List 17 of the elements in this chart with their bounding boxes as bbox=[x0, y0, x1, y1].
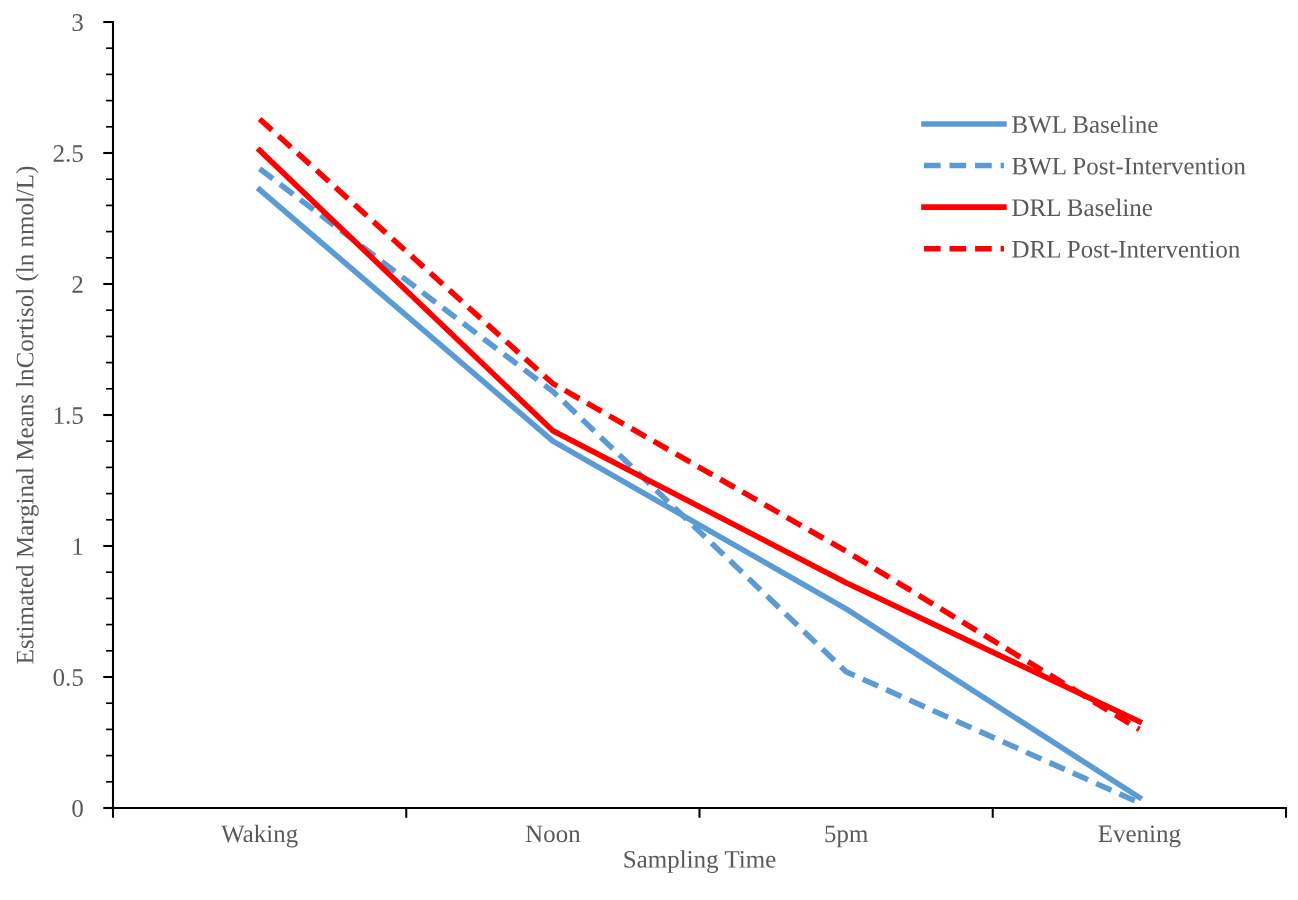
y-tick-label: 0.5 bbox=[53, 669, 83, 687]
y-axis-title: Estimated Marginal Means lnCortisol (ln nmol/L) bbox=[15, 166, 39, 664]
x-tick-label: Evening bbox=[1098, 825, 1181, 848]
y-tick-label: 1.5 bbox=[54, 407, 83, 425]
y-tick-label: 2.5 bbox=[53, 145, 83, 163]
legend-label: BWL Baseline bbox=[1012, 115, 1158, 134]
legend-label: DRL Baseline bbox=[1012, 198, 1152, 217]
y-tick-label: 1 bbox=[73, 538, 83, 555]
x-tick-label: Waking bbox=[221, 824, 298, 848]
x-axis-title: Sampling Time bbox=[624, 850, 776, 873]
y-tick-label: 3 bbox=[72, 14, 83, 31]
y-tick-label: 0 bbox=[72, 800, 83, 817]
x-tick-label: Noon bbox=[525, 825, 581, 843]
x-tick-label: 5pm bbox=[825, 825, 868, 848]
y-tick-label: 2 bbox=[72, 276, 83, 293]
legend-label: BWL Post-Intervention bbox=[1012, 157, 1246, 175]
legend-label: DRL Post-Intervention bbox=[1012, 240, 1240, 258]
